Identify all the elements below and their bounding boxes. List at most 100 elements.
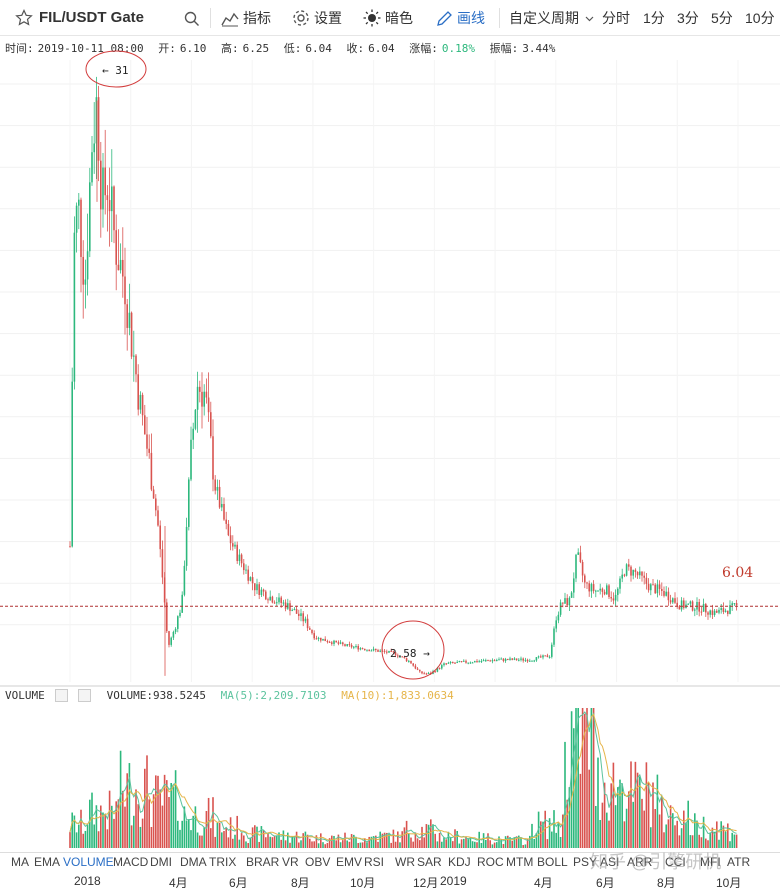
candle-body — [700, 611, 703, 613]
volume-title: VOLUME — [5, 689, 45, 702]
volume-bar — [262, 830, 265, 848]
volume-bar — [652, 782, 654, 848]
indicator-tab-arr[interactable]: ARR — [627, 855, 653, 869]
volume-bar — [309, 838, 311, 848]
candle-body — [647, 583, 650, 591]
candle-body — [555, 620, 557, 629]
volume-bar — [265, 837, 267, 848]
custom-period-dropdown[interactable]: 自定义周期 — [509, 0, 598, 36]
candle-body — [676, 602, 678, 607]
indicator-tab-cci[interactable]: CCI — [665, 855, 686, 869]
period-10m[interactable]: 10分 — [745, 10, 775, 26]
candle-body — [661, 588, 663, 591]
theme-toggle-button[interactable]: 暗色 — [363, 0, 413, 36]
candle-body — [665, 591, 667, 596]
candle-body — [86, 251, 89, 280]
candle-body — [465, 660, 467, 663]
candle-body — [474, 661, 476, 663]
indicator-tab-rsi[interactable]: RSI — [364, 855, 385, 869]
volume-bar — [172, 786, 175, 848]
indicator-tab-ema[interactable]: EMA — [34, 855, 61, 869]
period-timeline[interactable]: 分时 — [602, 10, 630, 26]
indicator-tab-mfi[interactable]: MFI — [700, 855, 721, 869]
candle-body — [513, 658, 516, 660]
candle-body — [339, 642, 342, 644]
volume-bar — [639, 776, 641, 848]
candle-body — [705, 603, 707, 613]
candle-body — [177, 616, 179, 629]
candle-body — [359, 648, 362, 650]
close-icon[interactable] — [78, 689, 91, 702]
chevron-down-icon — [585, 16, 594, 22]
indicator-tab-brar[interactable]: BRAR — [246, 855, 280, 869]
volume-bar — [716, 821, 718, 848]
indicator-tab-mtm[interactable]: MTM — [506, 855, 534, 869]
indicator-tab-ma[interactable]: MA — [11, 855, 29, 869]
candle-body — [84, 279, 87, 285]
candle-body — [588, 583, 590, 592]
indicator-tab-atr[interactable]: ATR — [727, 855, 751, 869]
volume-bar — [535, 833, 538, 848]
indicator-tab-trix[interactable]: TRIX — [209, 855, 237, 869]
candle-body — [306, 618, 309, 629]
draw-label: 画线 — [457, 10, 485, 26]
volume-bar — [467, 838, 469, 848]
candle-body — [405, 658, 408, 662]
indicators-button[interactable]: 指标 — [221, 0, 271, 36]
volume-bar — [465, 836, 467, 848]
candle-body — [159, 525, 161, 550]
indicator-tab-boll[interactable]: BOLL — [537, 855, 568, 869]
indicator-tab-dma[interactable]: DMA — [180, 855, 207, 869]
indicator-tab-emv[interactable]: EMV — [336, 855, 363, 869]
period-3m[interactable]: 3分 — [677, 10, 699, 26]
indicator-tab-vr[interactable]: VR — [282, 855, 299, 869]
candle-body — [214, 479, 216, 491]
volume-bar — [216, 822, 219, 848]
indicator-tab-asi[interactable]: ASI — [600, 855, 620, 869]
candle-body — [139, 394, 142, 410]
volume-bar — [414, 832, 417, 848]
x-tick-label: 4月 — [534, 876, 553, 890]
favorite-star-icon[interactable] — [15, 0, 37, 36]
indicator-tab-obv[interactable]: OBV — [305, 855, 331, 869]
volume-bar — [128, 763, 131, 848]
indicator-tab-dmi[interactable]: DMI — [150, 855, 172, 869]
indicator-tab-roc[interactable]: ROC — [477, 855, 504, 869]
candle-body — [496, 660, 498, 662]
indicator-tab-kdj[interactable]: KDJ — [448, 855, 471, 869]
indicator-tab-psy[interactable]: PSY — [573, 855, 598, 869]
volume-bar — [504, 836, 507, 848]
candle-body — [344, 644, 346, 646]
candle-body — [194, 409, 197, 429]
period-1m[interactable]: 1分 — [643, 10, 665, 26]
period-5m[interactable]: 5分 — [711, 10, 733, 26]
volume-bar — [529, 835, 531, 848]
candle-body — [122, 259, 124, 277]
x-tick-label: 4月 — [169, 876, 188, 890]
theme-label: 暗色 — [385, 10, 413, 26]
volume-bar — [97, 831, 100, 848]
search-icon[interactable] — [184, 0, 204, 36]
volume-bar — [408, 833, 410, 848]
draw-line-button[interactable]: 画线 — [436, 0, 485, 36]
indicator-tab-sar[interactable]: SAR — [417, 855, 442, 869]
volume-bar — [511, 840, 513, 848]
volume-bar — [487, 833, 489, 848]
volume-bar — [146, 755, 148, 848]
indicator-tab-wr[interactable]: WR — [395, 855, 415, 869]
volume-bar — [647, 782, 650, 848]
candle-body — [269, 596, 271, 601]
volume-bar — [126, 773, 128, 848]
candle-body — [566, 598, 568, 606]
volume-bar — [676, 820, 678, 848]
settings-button[interactable]: 设置 — [292, 0, 342, 36]
settings-icon[interactable] — [55, 689, 69, 702]
volume-bar — [130, 825, 133, 848]
volume-bar — [357, 843, 359, 848]
indicator-tab-volume[interactable]: VOLUME — [63, 855, 114, 869]
indicator-tab-macd[interactable]: MACD — [113, 855, 149, 869]
volume-bar — [707, 840, 709, 848]
volume-bar — [617, 787, 619, 848]
volume-bar — [300, 840, 302, 848]
